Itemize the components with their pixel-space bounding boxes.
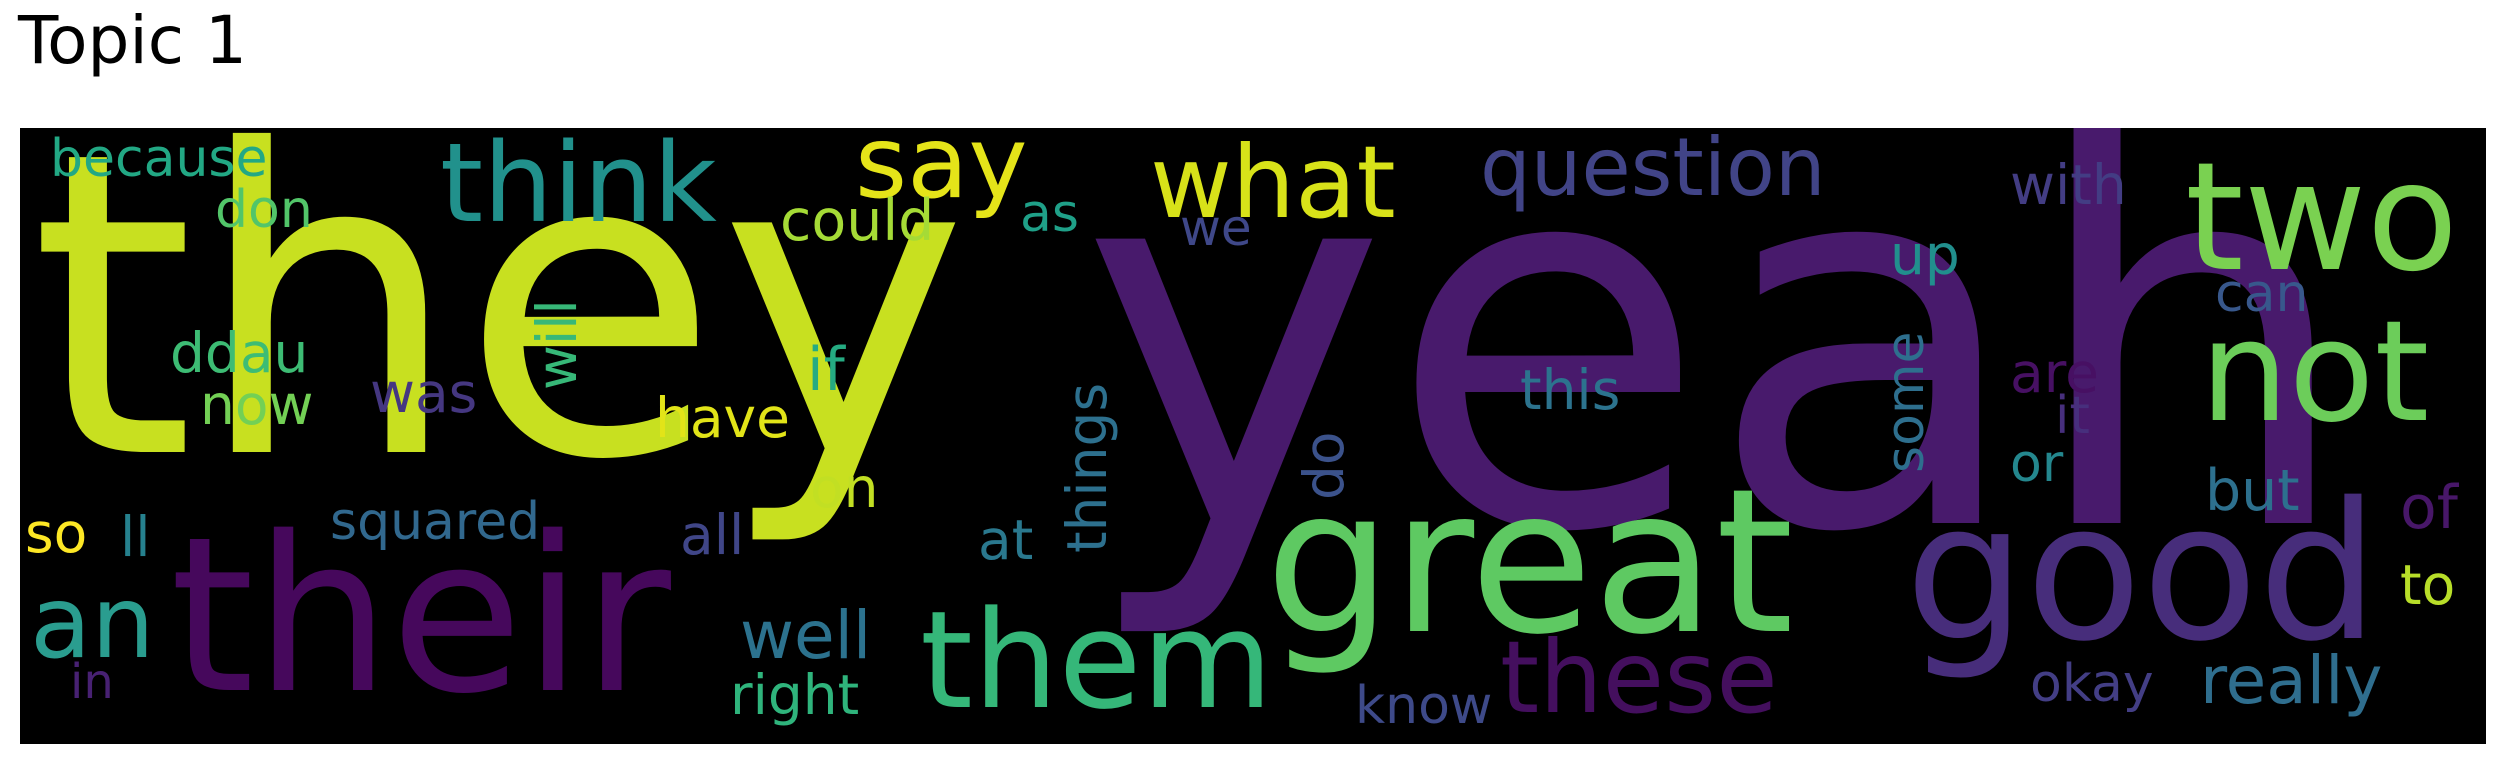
word-well: well	[740, 597, 872, 674]
word-think: think	[440, 128, 717, 247]
word-have: have	[655, 386, 790, 450]
word-two: two	[2185, 131, 2459, 305]
word-could: could	[780, 188, 935, 254]
word-we: we	[1180, 199, 1252, 257]
word-really: really	[2200, 642, 2383, 719]
word-because: because	[50, 129, 268, 189]
word-but: but	[2205, 458, 2300, 524]
word-will: will	[525, 299, 589, 390]
word-what: what	[1150, 128, 1396, 241]
word-all: all	[680, 503, 745, 567]
word-good: good	[1905, 462, 2379, 683]
word-at: at	[978, 508, 1034, 572]
word-question: question	[1480, 128, 1826, 214]
word-not: not	[2200, 291, 2430, 454]
word-are: are	[2010, 341, 2099, 405]
word-an: an	[30, 564, 155, 681]
word-this: this	[1520, 358, 1621, 422]
word-up: up	[1890, 223, 1960, 287]
word-in: in	[70, 654, 114, 710]
word-their: their	[170, 490, 671, 741]
word-they: they	[30, 128, 968, 552]
word-it: it	[2055, 386, 2090, 446]
word-was: was	[370, 361, 478, 425]
word-these: these	[1500, 619, 1778, 736]
word-of: of	[2400, 473, 2458, 543]
word-can: can	[2215, 264, 2309, 324]
word-great: great	[1265, 446, 1794, 679]
word-squared: squared	[330, 492, 541, 552]
word-know: know	[1355, 676, 1493, 736]
word-right: right	[730, 663, 860, 727]
word-as: as	[1020, 184, 1079, 244]
word-okay: okay	[2030, 654, 2154, 714]
word-ddau: ddau	[170, 321, 309, 385]
word-some: some	[1876, 331, 1936, 473]
word-cloud: yeah they their great good them two not …	[20, 128, 2486, 744]
word-do: do	[1292, 431, 1356, 500]
word-with: with	[2010, 153, 2127, 217]
word-so: so	[25, 501, 88, 565]
word-say: say	[855, 128, 1028, 221]
word-if: if	[807, 335, 845, 405]
word-now: now	[200, 373, 314, 437]
word-ll: ll	[120, 505, 151, 569]
chart-title: Topic 1	[18, 2, 247, 79]
word-things: things	[1055, 382, 1119, 553]
word-or: or	[2010, 434, 2064, 494]
word-them: them	[920, 582, 1274, 739]
word-on: on	[810, 456, 879, 520]
word-don: don	[215, 180, 313, 240]
word-to: to	[2400, 553, 2456, 617]
word-yeah: yeah	[1080, 128, 2356, 646]
